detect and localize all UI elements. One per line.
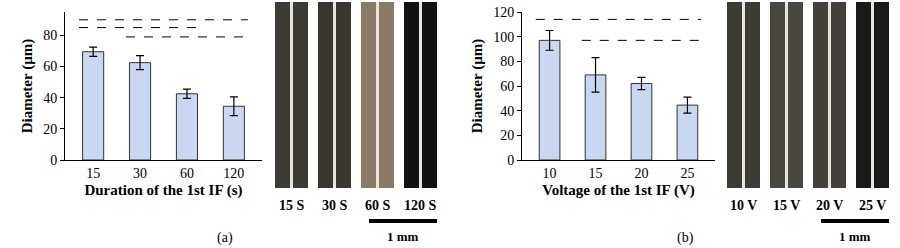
svg-text:Diameter (µm): Diameter (µm) [19,39,36,134]
svg-text:Voltage of the 1st IF (V): Voltage of the 1st IF (V) [542,182,695,199]
svg-text:(a): (a) [217,230,233,246]
svg-text:60 S: 60 S [365,198,391,213]
svg-text:120: 120 [493,5,514,20]
svg-text:Diameter (µm): Diameter (µm) [469,39,486,134]
svg-text:80: 80 [500,54,514,69]
svg-text:120: 120 [223,166,244,181]
svg-text:25: 25 [680,166,694,181]
svg-text:60: 60 [180,166,194,181]
svg-text:60: 60 [43,59,57,74]
svg-text:10: 10 [543,166,557,181]
svg-text:60: 60 [500,79,514,94]
svg-text:20: 20 [634,166,648,181]
svg-text:25 V: 25 V [859,198,886,213]
svg-text:Duration of the 1st IF (s): Duration of the 1st IF (s) [84,182,242,199]
svg-text:30 S: 30 S [322,198,348,213]
svg-text:15: 15 [86,166,100,181]
svg-text:30: 30 [133,166,147,181]
svg-text:80: 80 [43,28,57,43]
svg-text:20: 20 [500,128,514,143]
svg-text:40: 40 [500,104,514,119]
svg-text:0: 0 [507,153,514,168]
svg-text:15 S: 15 S [279,198,305,213]
svg-text:15: 15 [589,166,603,181]
svg-text:15 V: 15 V [773,198,800,213]
svg-text:20 V: 20 V [816,198,843,213]
svg-text:10 V: 10 V [730,198,757,213]
svg-text:20: 20 [43,122,57,137]
svg-text:120 S: 120 S [404,198,437,213]
svg-text:100: 100 [493,30,514,45]
svg-text:1 mm: 1 mm [839,229,871,244]
svg-text:1 mm: 1 mm [387,229,419,244]
svg-text:0: 0 [50,153,57,168]
svg-text:40: 40 [43,91,57,106]
svg-text:(b): (b) [677,230,694,246]
